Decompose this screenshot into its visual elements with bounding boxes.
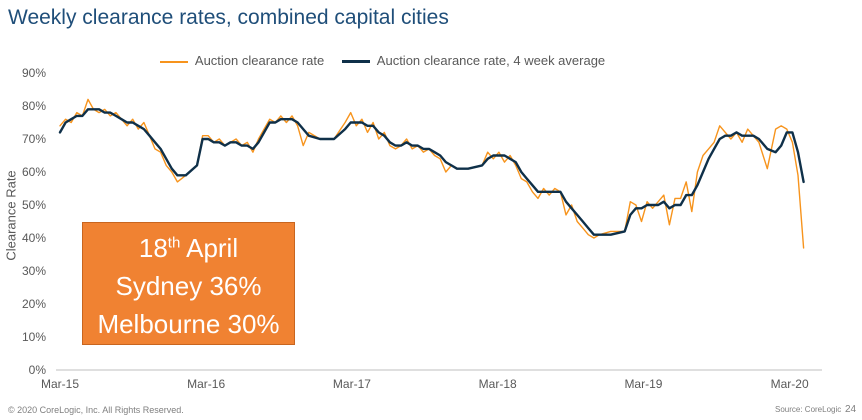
- x-tick-label: Mar-15: [41, 377, 79, 391]
- legend: Auction clearance rate Auction clearance…: [160, 52, 619, 68]
- y-tick-label: 50%: [22, 198, 46, 212]
- callout-sydney: Sydney 36%: [115, 271, 262, 301]
- callout-date: 18th April: [83, 229, 294, 267]
- legend-label-clearance-rate: Auction clearance rate: [194, 53, 325, 69]
- y-tick-label: 90%: [22, 66, 46, 80]
- callout-date-month: April: [180, 233, 239, 263]
- legend-label-4-week-average: Auction clearance rate, 4 week average: [376, 53, 606, 69]
- x-tick-label: Mar-20: [771, 377, 809, 391]
- y-tick-label: 0%: [29, 363, 47, 377]
- series-line-4-week-average: [58, 108, 805, 236]
- source-text: Source: CoreLogic: [775, 405, 842, 414]
- callout-melbourne: Melbourne 30%: [97, 309, 280, 339]
- y-tick-label: 10%: [22, 330, 46, 344]
- y-tick-label: 70%: [22, 132, 46, 146]
- page-number: 24: [845, 404, 857, 415]
- y-tick-label: 80%: [22, 99, 46, 113]
- legend-item-clearance-rate: Auction clearance rate: [160, 53, 324, 68]
- x-tick-label: Mar-19: [624, 377, 662, 391]
- callout-date-suffix: th: [167, 234, 181, 252]
- y-axis-label: Clearance Rate: [3, 170, 19, 261]
- y-axis-ticks: 0% 10% 20% 30% 40% 50% 60% 70% 80% 90%: [22, 66, 46, 377]
- copyright-text: © 2020 CoreLogic, Inc. All Rights Reserv…: [8, 405, 184, 415]
- y-tick-label: 60%: [22, 165, 46, 179]
- callout-box: 18th April Sydney 36% Melbourne 30%: [82, 222, 295, 345]
- y-tick-label: 30%: [22, 264, 46, 278]
- x-tick-label: Mar-18: [479, 377, 517, 391]
- y-tick-label: 20%: [22, 297, 46, 311]
- legend-item-4-week-average: Auction clearance rate, 4 week average: [341, 53, 606, 69]
- series-layer: [58, 98, 805, 249]
- chart-title: Weekly clearance rates, combined capital…: [8, 6, 449, 29]
- legend-swatch-navy: [341, 60, 370, 64]
- callout-date-day: 18: [138, 233, 168, 263]
- x-axis-ticks: Mar-15 Mar-16 Mar-17 Mar-18 Mar-19 Mar-20: [41, 377, 809, 391]
- legend-swatch-orange: [160, 60, 188, 63]
- x-tick-label: Mar-17: [333, 377, 371, 391]
- x-tick-label: Mar-16: [187, 377, 225, 391]
- y-tick-label: 40%: [22, 231, 46, 245]
